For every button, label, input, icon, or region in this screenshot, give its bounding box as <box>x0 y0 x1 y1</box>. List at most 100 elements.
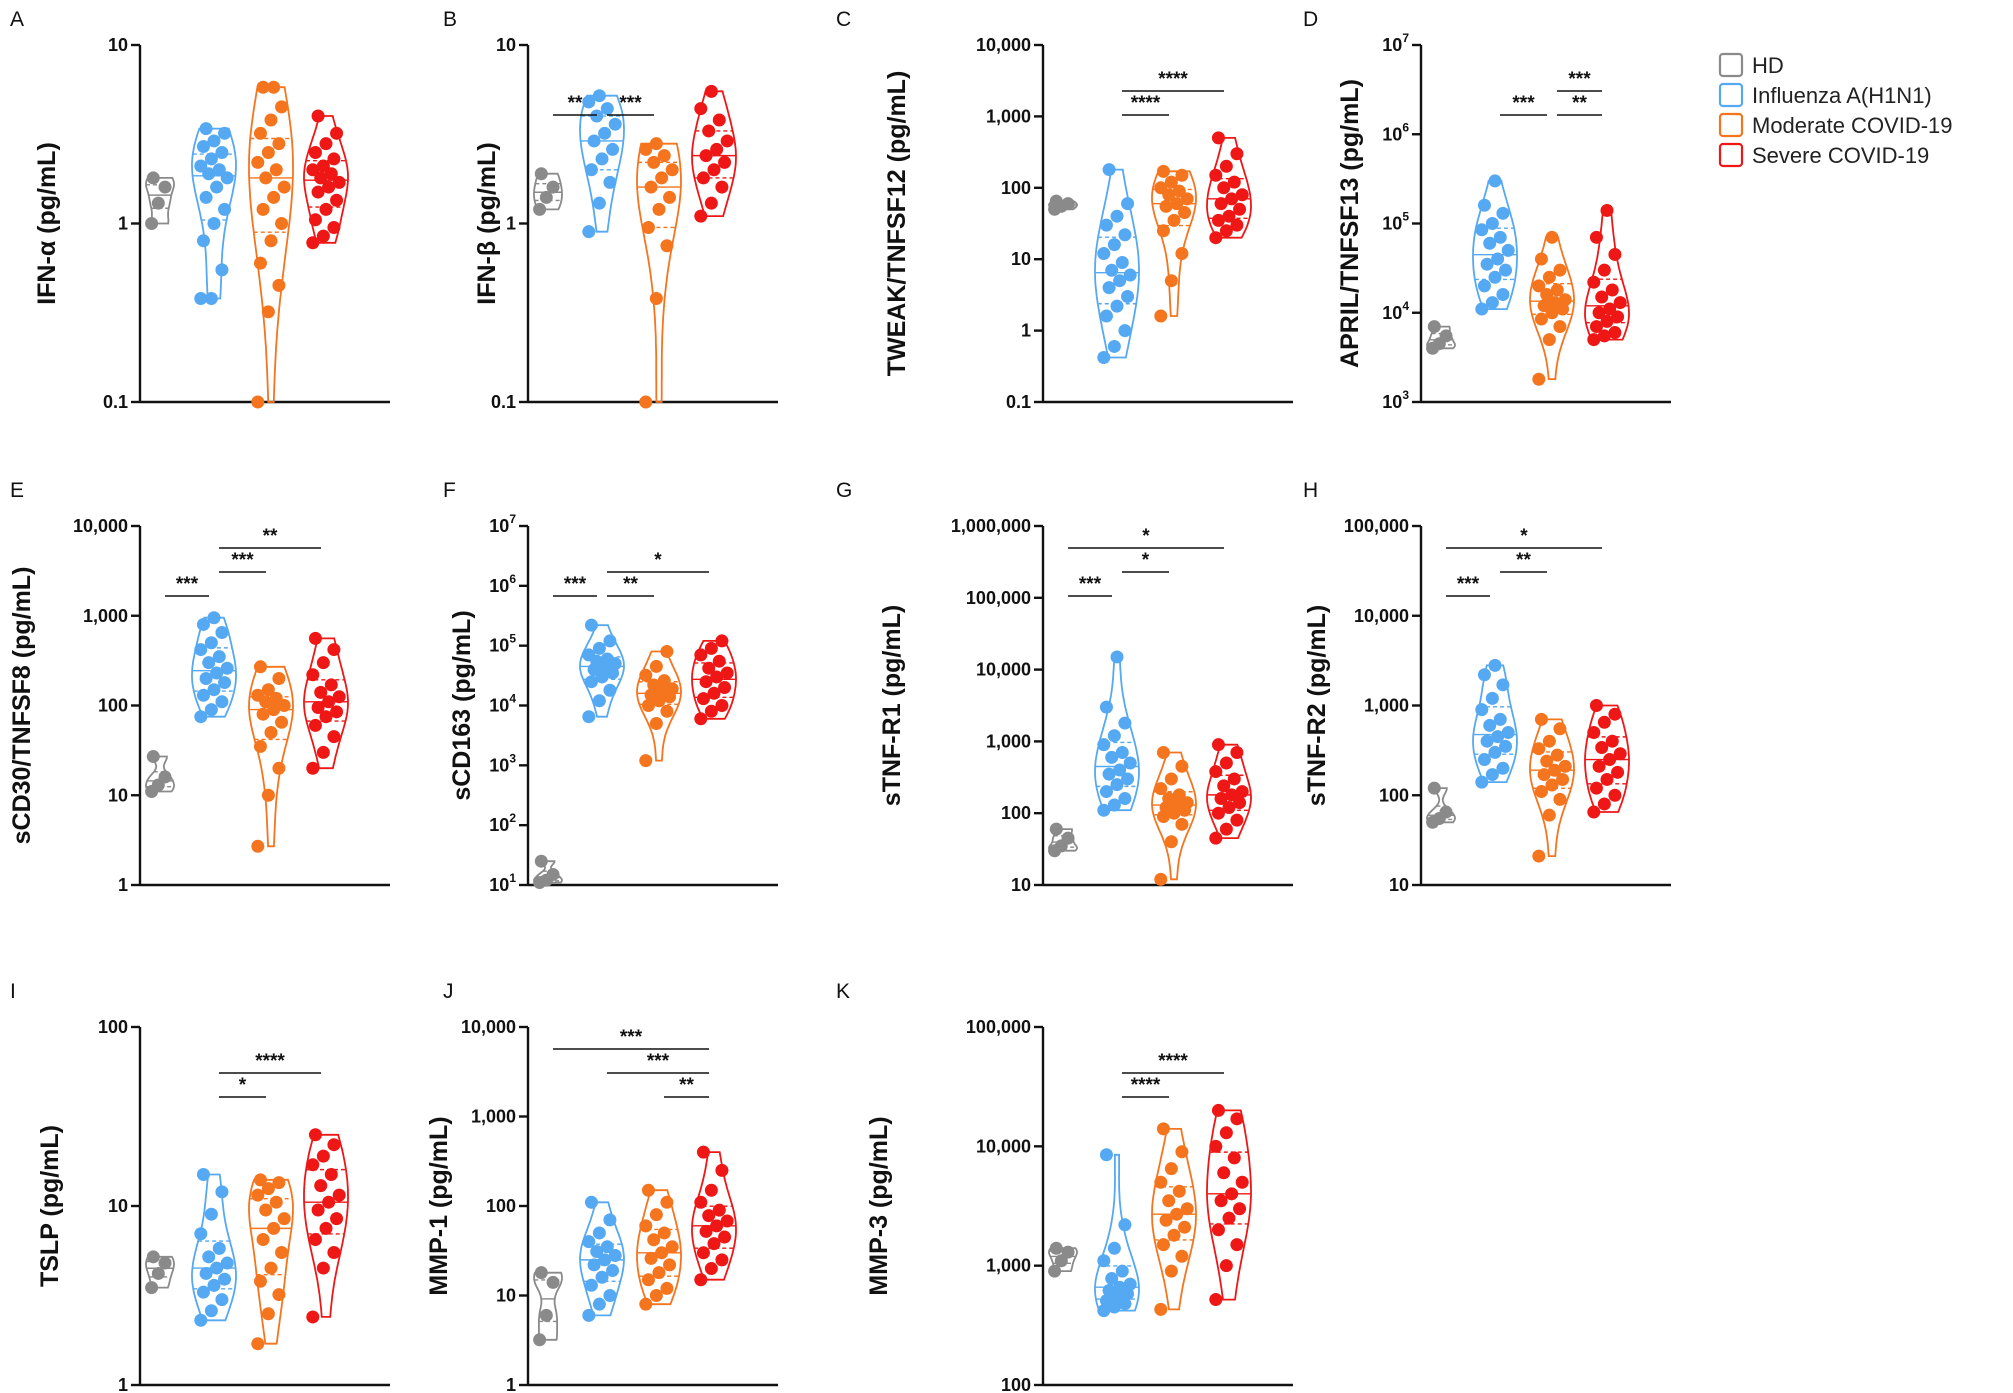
tick-exponent: 1 <box>509 871 516 885</box>
data-point <box>1214 1194 1228 1208</box>
data-point <box>220 661 234 675</box>
data-point <box>1553 792 1567 806</box>
legend-swatch <box>1718 52 1744 78</box>
data-point <box>584 1278 598 1292</box>
data-point <box>1227 1151 1241 1165</box>
data-point <box>702 661 716 675</box>
data-point <box>1485 217 1499 230</box>
data-point <box>1233 1202 1247 1216</box>
data-point <box>1219 159 1233 173</box>
data-point <box>694 1273 708 1287</box>
panel-h: H 10 100 1,000 10,000 100,000 sTNF-R2 (pg/mL) *… <box>1303 479 1671 895</box>
data-point <box>1488 745 1502 759</box>
data-point <box>1475 775 1489 789</box>
y-tick-label: 1,000 <box>986 1256 1031 1276</box>
data-point <box>1608 707 1622 721</box>
data-point <box>1496 678 1510 692</box>
data-point <box>715 180 729 194</box>
data-point <box>1227 772 1241 786</box>
data-point <box>641 1273 655 1287</box>
data-point <box>1603 753 1617 767</box>
data-point <box>207 134 221 148</box>
data-point <box>1589 781 1603 795</box>
data-point <box>1099 785 1113 799</box>
significance-label: ** <box>263 526 278 547</box>
data-point <box>652 202 666 216</box>
data-point <box>1439 805 1453 819</box>
data-point <box>1154 181 1168 195</box>
significance-label: * <box>239 1075 247 1096</box>
data-point <box>146 171 160 185</box>
data-point <box>327 730 341 744</box>
data-point <box>220 171 234 185</box>
data-point <box>1540 288 1554 302</box>
data-point <box>1097 351 1111 364</box>
data-point <box>1178 206 1192 220</box>
data-point <box>546 867 560 881</box>
panel-letter: K <box>836 980 850 1003</box>
data-point <box>316 1261 330 1275</box>
data-point <box>146 1250 160 1264</box>
data-point <box>1589 230 1603 244</box>
data-point <box>1164 772 1178 786</box>
data-point <box>324 1167 338 1181</box>
data-point <box>1061 1245 1075 1259</box>
y-tick-label: 10 <box>1011 875 1031 895</box>
data-point <box>644 180 658 194</box>
data-point <box>1048 1264 1062 1278</box>
significance-label: **** <box>1158 69 1188 90</box>
data-point <box>598 126 612 140</box>
violin-outline <box>636 142 682 403</box>
data-point <box>322 180 336 194</box>
data-point <box>322 1195 336 1209</box>
data-point <box>253 126 267 140</box>
tick-base: 10 <box>1382 214 1402 234</box>
data-point <box>704 704 718 718</box>
data-point <box>1121 290 1135 304</box>
data-point <box>1219 1126 1233 1140</box>
data-point <box>592 694 606 708</box>
data-point <box>306 668 320 682</box>
data-point <box>253 1173 267 1187</box>
y-tick-label: 100,000 <box>966 588 1031 608</box>
y-tick-label: 106 <box>489 572 516 596</box>
data-point <box>253 739 267 753</box>
data-point <box>1209 765 1223 779</box>
y-axis-title: MMP-1 (pg/mL) <box>425 1116 453 1295</box>
data-point <box>587 1258 601 1272</box>
tick-exponent: 7 <box>1402 31 1409 45</box>
data-point <box>1170 197 1184 211</box>
data-point <box>590 109 604 123</box>
data-point <box>1156 1238 1170 1252</box>
data-point <box>322 695 336 709</box>
data-point <box>1558 293 1572 307</box>
data-point <box>319 202 333 216</box>
panel-g: G 10 100 1,000 10,000 100,000 1,000,000 sTNF-R1… <box>836 479 1293 895</box>
data-point <box>1556 772 1570 786</box>
data-point <box>1592 306 1606 320</box>
data-point <box>533 202 547 216</box>
legend-label: Influenza A(H1N1) <box>1752 83 1932 108</box>
data-point <box>251 688 265 702</box>
data-point <box>1175 1249 1189 1263</box>
data-point <box>1214 792 1228 806</box>
data-point <box>308 1232 322 1246</box>
data-point <box>145 1281 159 1295</box>
data-point <box>1110 650 1124 664</box>
data-point <box>308 213 322 227</box>
data-point <box>1553 320 1567 334</box>
data-point <box>1534 712 1548 726</box>
tick-exponent: 6 <box>1402 120 1409 134</box>
data-point <box>319 710 333 724</box>
data-point <box>207 611 221 625</box>
data-point <box>261 788 275 802</box>
data-point <box>196 617 210 631</box>
data-point <box>582 648 596 662</box>
y-axis-title: APRIL/TNFSF13 (pg/mL) <box>1336 79 1364 368</box>
data-point <box>332 1188 346 1202</box>
data-point <box>1233 796 1247 810</box>
data-point <box>641 220 655 234</box>
data-point <box>1230 147 1244 161</box>
data-point <box>1605 734 1619 748</box>
